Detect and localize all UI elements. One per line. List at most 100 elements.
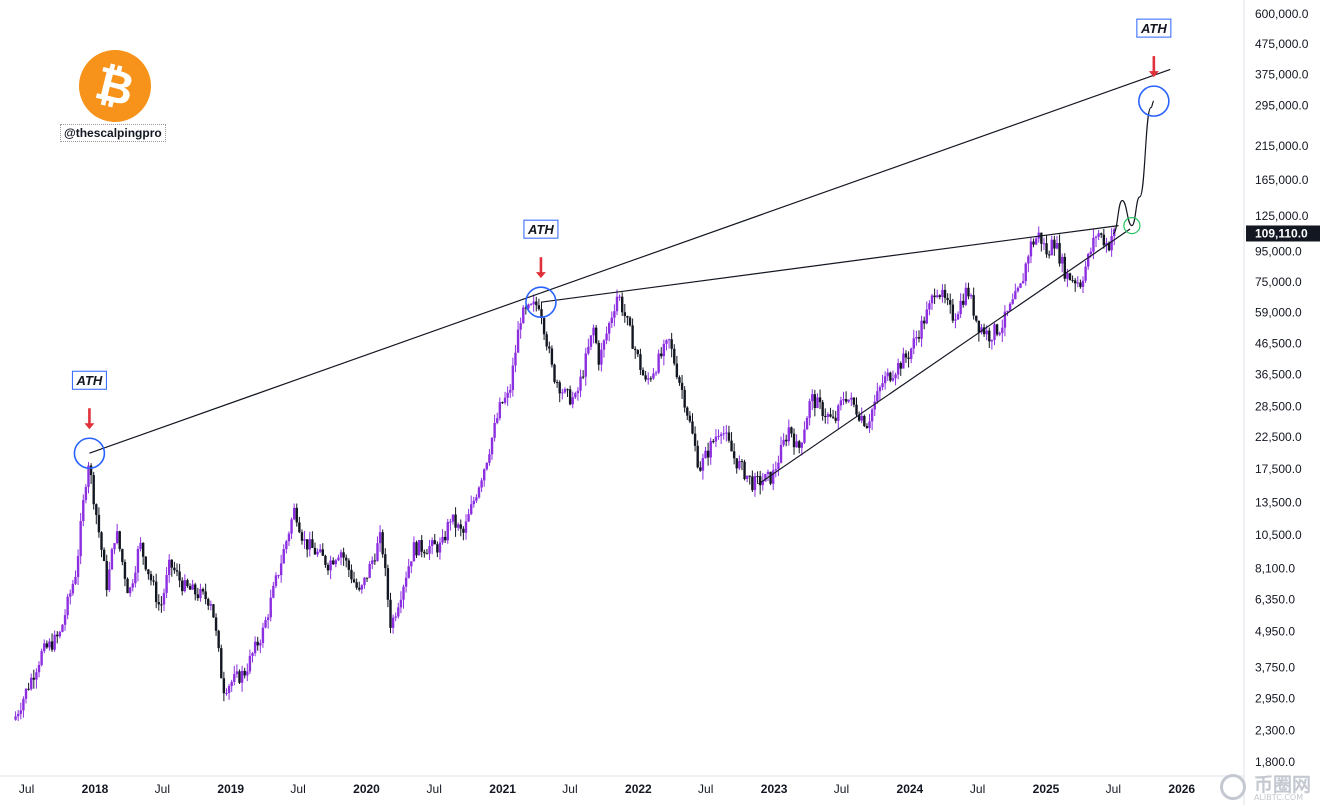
candle	[912, 338, 915, 349]
candle	[100, 532, 103, 550]
candle	[201, 589, 205, 592]
candle	[800, 442, 804, 448]
candle	[371, 560, 374, 565]
price-tick-label: 8,100.0	[1255, 561, 1295, 575]
candle	[988, 330, 991, 342]
candle	[545, 334, 548, 347]
candle	[76, 556, 80, 577]
candle	[941, 289, 944, 297]
candle	[318, 549, 322, 552]
candle	[376, 543, 379, 562]
candle	[769, 471, 772, 484]
candle	[589, 335, 593, 347]
candle	[1060, 256, 1064, 264]
ath-resistance-line	[540, 225, 1119, 303]
price-tick-label: 1,800.0	[1255, 755, 1295, 769]
candle	[748, 475, 751, 477]
candle	[238, 671, 241, 683]
candle	[1076, 282, 1079, 284]
candle	[909, 348, 913, 359]
candle	[358, 587, 361, 590]
candle	[756, 476, 759, 478]
candle	[1055, 243, 1059, 249]
candle	[277, 575, 280, 577]
candle	[438, 542, 442, 553]
candle	[735, 458, 738, 469]
watermark: 币圈网 ALIBTC.COM	[1216, 770, 1320, 804]
candle	[675, 363, 679, 378]
candle	[514, 352, 517, 366]
candle	[1092, 237, 1095, 252]
candle	[1063, 256, 1066, 279]
candle	[876, 391, 879, 402]
candle	[574, 393, 577, 398]
candle	[758, 476, 762, 486]
candle	[1032, 241, 1035, 245]
candle	[32, 677, 36, 680]
candle	[240, 670, 244, 683]
candle	[490, 437, 494, 455]
candle	[706, 450, 710, 458]
candle	[308, 539, 311, 550]
candle	[430, 540, 434, 547]
candle	[40, 651, 43, 665]
candle	[842, 399, 845, 401]
candle	[415, 542, 418, 556]
candle	[503, 397, 507, 403]
candle	[883, 376, 887, 384]
candle	[449, 521, 452, 523]
price-tick-label: 2,300.0	[1255, 723, 1295, 737]
candle	[693, 433, 697, 446]
candle	[949, 300, 952, 305]
candle	[764, 474, 767, 482]
candle	[891, 378, 895, 381]
candle	[1024, 263, 1027, 282]
candle	[368, 564, 371, 578]
candle	[917, 337, 921, 339]
candle	[688, 415, 692, 422]
candle	[128, 587, 132, 594]
price-tick-label: 10,500.0	[1255, 528, 1302, 542]
candle	[954, 319, 957, 321]
candle	[548, 346, 551, 349]
candle	[63, 615, 67, 625]
candle	[227, 686, 231, 694]
price-tick-label: 600,000.0	[1255, 7, 1309, 21]
candle	[61, 624, 64, 632]
candle	[753, 476, 757, 491]
candle	[194, 584, 197, 595]
candle	[930, 295, 934, 304]
candle	[1073, 280, 1077, 284]
candle	[771, 470, 775, 484]
candle	[1058, 243, 1061, 264]
candle	[488, 454, 491, 463]
candle	[696, 445, 699, 468]
candle	[1079, 282, 1082, 287]
candle	[274, 575, 278, 586]
candle	[1027, 256, 1030, 264]
time-tick-label: 2024	[897, 782, 924, 796]
candle	[43, 643, 46, 652]
candle	[74, 576, 77, 584]
candle	[868, 421, 871, 429]
candle	[738, 461, 741, 469]
candle	[798, 441, 801, 448]
candle	[123, 561, 127, 579]
candle	[634, 348, 637, 351]
candle	[792, 433, 796, 448]
candle	[95, 504, 98, 515]
candle	[282, 549, 285, 564]
candle	[287, 533, 291, 542]
candle	[1047, 254, 1051, 256]
candle	[87, 465, 90, 488]
candle	[108, 569, 111, 591]
candle	[951, 304, 955, 321]
candle	[732, 451, 736, 459]
candle	[808, 401, 811, 418]
candle	[443, 536, 447, 541]
candle	[587, 346, 590, 354]
candle	[652, 373, 655, 379]
candle	[483, 469, 486, 481]
time-tick-label: Jul	[290, 782, 305, 796]
